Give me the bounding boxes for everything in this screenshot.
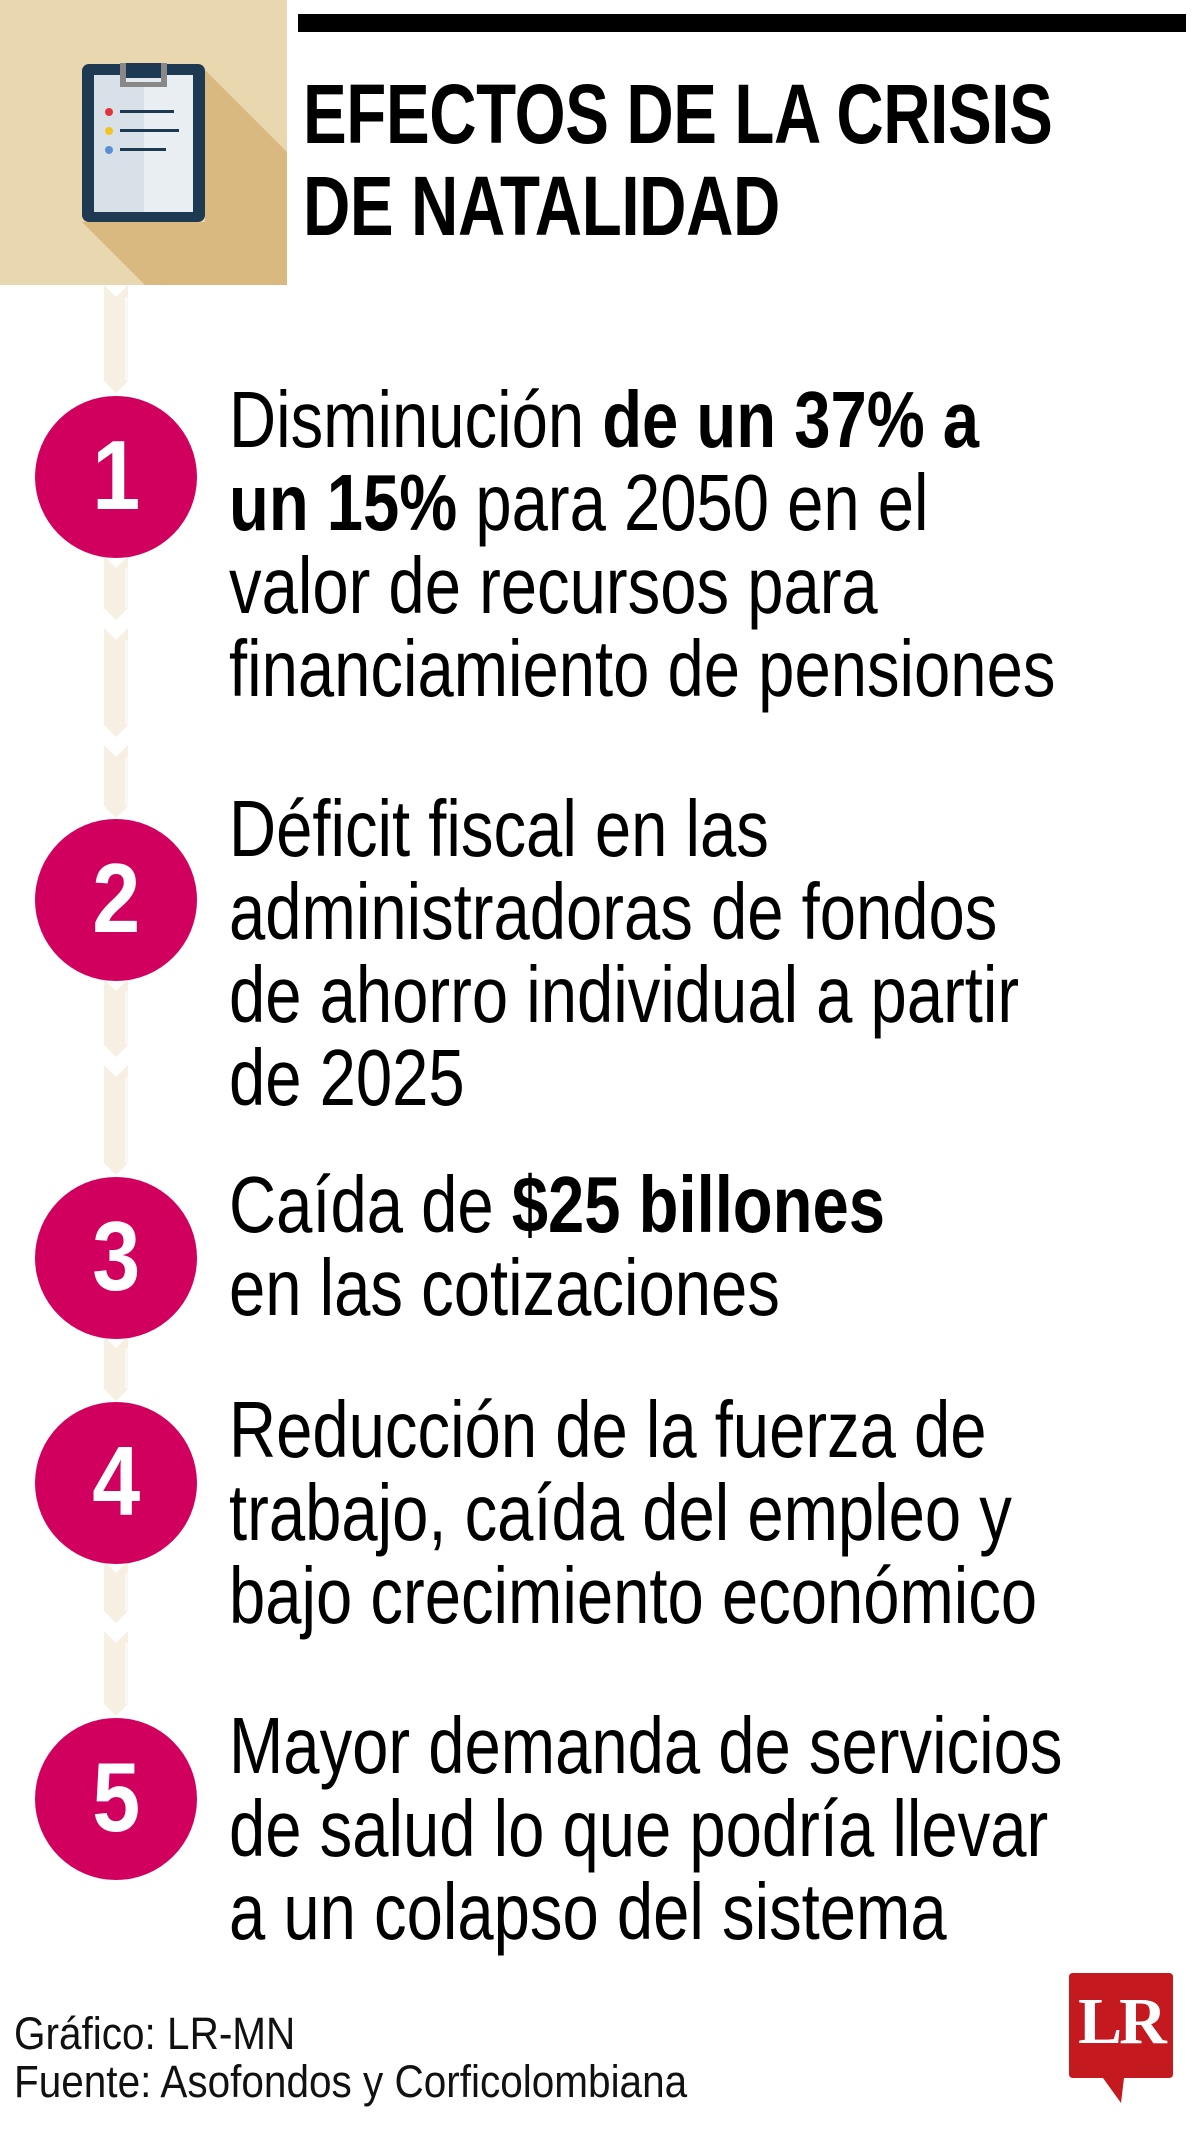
footer-credits: Gráfico: LR-MN Fuente: Asofondos y Corfi… [14,2010,762,2106]
clipboard-icon [82,63,287,285]
speech-bubble-icon [1069,1973,1173,2103]
body-text: Reducción de la fuerza de [229,1385,987,1474]
text-line: de 2025 [229,1036,1019,1119]
body-text: de 2025 [229,1033,465,1122]
step-text-1: Disminución de un 37% a un 15% para 2050 … [229,378,1200,710]
body-text: en las cotizaciones [229,1243,780,1332]
step-number: 3 [92,1201,140,1311]
text-line: financiamiento de pensiones [229,627,1055,710]
graphic-credit: Gráfico: LR-MN [14,2008,296,2059]
title-rule [298,14,1186,32]
text-line: Reducción de la fuerza de [229,1388,1037,1471]
body-text: Mayor demanda de servicios [229,1701,1063,1790]
step-number: 4 [92,1426,140,1536]
text-line: Mayor demanda de servicios [229,1704,1063,1787]
text-line: Déficit fiscal en las [229,787,1019,870]
highlight-text: $25 billones [511,1160,885,1249]
step-text-5: Mayor demanda de servicios de salud lo qu… [229,1704,1200,1953]
text-line: bajo crecimiento económico [229,1554,1037,1637]
step-badge-4: 4 [35,1402,197,1564]
body-text: a un colapso del sistema [229,1867,947,1956]
body-text: Caída de [229,1160,512,1249]
page-title: EFECTOS DE LA CRISIS DE NATALIDAD [303,68,1200,252]
logo-text: LR [1078,1985,1167,2058]
text-line: a un colapso del sistema [229,1870,1063,1953]
body-text: bajo crecimiento económico [229,1551,1038,1640]
source-credit: Fuente: Asofondos y Corficolombiana [14,2056,688,2107]
step-number: 2 [92,843,140,953]
highlight-text: de un 37% a [602,375,980,464]
body-text: financiamiento de pensiones [229,624,1056,713]
body-text: valor de recursos para [229,541,878,630]
text-line: de ahorro individual a partir [229,953,1019,1036]
step-badge-3: 3 [35,1177,197,1339]
text-line: trabajo, caída del empleo y [229,1471,1037,1554]
text-line: valor de recursos para [229,544,1055,627]
text-line: Caída de $25 billones [229,1163,885,1246]
text-line: un 15% para 2050 en el [229,461,1055,544]
step-number: 5 [92,1742,140,1852]
text-line: en las cotizaciones [229,1246,885,1329]
body-text: administradoras de fondos [229,867,998,956]
text-line: Disminución de un 37% a [229,378,1055,461]
body-text: para 2050 en el [457,458,929,547]
title-line-1: EFECTOS DE LA CRISIS [303,67,1053,161]
step-text-2: Déficit fiscal en las administradoras de … [229,787,1198,1119]
step-text-3: Caída de $25 billones en las cotizaciones [229,1163,1034,1329]
highlight-text: un 15% [229,458,458,547]
body-text: de salud lo que podría llevar [229,1784,1049,1873]
step-badge-1: 1 [35,396,197,558]
body-text: Disminución [229,375,603,464]
body-text: Déficit fiscal en las [229,784,769,873]
body-text: de ahorro individual a partir [229,950,1020,1039]
body-text: trabajo, caída del empleo y [229,1468,1012,1557]
title-line-2: DE NATALIDAD [303,159,780,253]
step-number: 1 [92,420,140,530]
step-badge-2: 2 [35,819,197,981]
lr-logo: LR [1069,1973,1175,2105]
step-text-4: Reducción de la fuerza de trabajo, caída … [229,1388,1200,1637]
text-line: administradoras de fondos [229,870,1019,953]
text-line: de salud lo que podría llevar [229,1787,1063,1870]
step-badge-5: 5 [35,1718,197,1880]
header-icon-box [0,0,287,285]
